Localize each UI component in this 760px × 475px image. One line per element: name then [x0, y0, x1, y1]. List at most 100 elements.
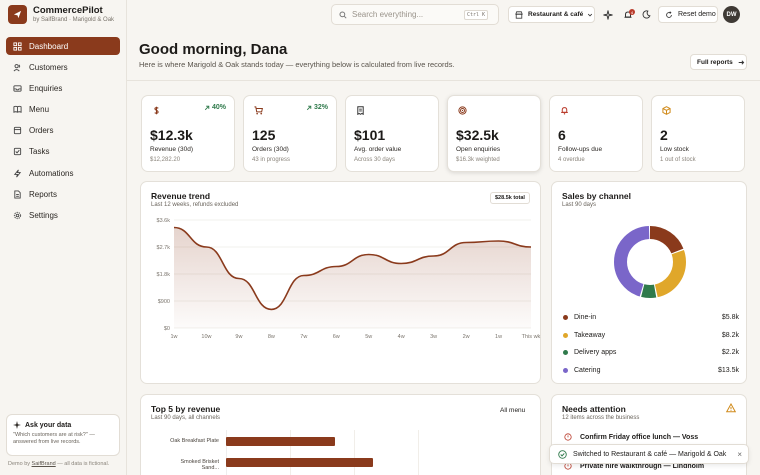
reset-demo-button[interactable]: Reset demo	[658, 6, 718, 23]
notification-badge: 4	[629, 9, 635, 15]
footnote-suffix: — all data is fictional.	[55, 461, 110, 467]
x-tick-label: 9w	[235, 334, 242, 340]
sidebar-item-enquiries[interactable]: Enquiries	[6, 79, 120, 97]
kpi-card-orders[interactable]: 32% 125 Orders (30d) 43 in progress	[243, 95, 337, 172]
sidebar-item-customers[interactable]: Customers	[6, 58, 120, 76]
zap-icon	[13, 169, 22, 178]
sales-by-channel-panel: Sales by channel Last 90 days Dine-in $5…	[551, 181, 747, 384]
bar	[226, 458, 373, 467]
donut-slice	[614, 226, 686, 298]
x-tick-label: 7w	[300, 334, 307, 340]
page-title: Good morning, Dana	[139, 41, 288, 58]
ai-assist-button[interactable]	[599, 6, 616, 23]
topbar: Ctrl K Restaurant & café 4 Reset demo DW	[127, 0, 760, 30]
panel-subtitle: Last 90 days, all channels	[151, 415, 221, 421]
attention-item-label: Private hire walkthrough — Lindholm	[580, 462, 705, 470]
sidebar-item-menu[interactable]: Menu	[6, 101, 120, 119]
sidebar-item-label: Customers	[29, 62, 68, 72]
kpi-sub: 43 in progress	[252, 157, 291, 163]
bar-axis	[226, 430, 227, 475]
kpi-card-avg-order[interactable]: $101 Avg. order value Across 30 days	[345, 95, 439, 172]
close-icon[interactable]: ×	[737, 450, 742, 459]
kpi-value: 2	[660, 127, 668, 143]
sidebar-item-reports[interactable]: Reports	[6, 185, 120, 203]
kpi-sub: 1 out of stock	[660, 157, 696, 163]
sidebar-item-orders[interactable]: Orders	[6, 122, 120, 140]
donut-slice	[614, 226, 686, 298]
legend-value: $8.2k	[721, 331, 739, 339]
file-icon	[14, 190, 21, 199]
brand[interactable]: CommercePilot by SaifBrand · Marigold & …	[8, 5, 114, 24]
kpi-label: Revenue (30d)	[150, 146, 193, 153]
sidebar-item-tasks[interactable]: Tasks	[6, 143, 120, 161]
sidebar-item-label: Dashboard	[29, 41, 69, 51]
kpi-delta-value: 32%	[313, 104, 328, 111]
business-switcher[interactable]: Restaurant & café	[508, 6, 595, 23]
all-menu-link[interactable]: All menu	[500, 407, 526, 414]
business-name: Restaurant & café	[528, 11, 584, 18]
x-tick-label: 2w	[463, 334, 470, 340]
panel-subtitle: Last 90 days	[562, 202, 597, 208]
kpi-sub: $16.3k weighted	[456, 157, 500, 163]
full-reports-button[interactable]: Full reports	[690, 54, 747, 70]
saifbrand-link[interactable]: SaifBrand	[31, 461, 56, 467]
target-icon	[458, 106, 467, 115]
legend-item: Delivery apps $2.2k	[563, 346, 739, 358]
theme-toggle-button[interactable]	[638, 6, 655, 23]
kpi-card-enquiries[interactable]: $32.5k Open enquiries $16.3k weighted	[447, 95, 541, 172]
page-subtitle: Here is where Marigold & Oak stands toda…	[139, 60, 455, 69]
legend-value: $2.2k	[721, 348, 739, 356]
panel-title: Top 5 by revenue	[151, 404, 221, 414]
kpi-card-revenue[interactable]: 40% $12.3k Revenue (30d) $12,282.20	[141, 95, 235, 172]
panel-title: Sales by channel	[562, 191, 631, 201]
trend-up-icon	[204, 105, 210, 110]
sidebar-item-automations[interactable]: Automations	[6, 164, 120, 182]
x-tick-label: 10w	[201, 334, 211, 340]
sparkle-icon	[602, 9, 613, 20]
store-icon	[515, 10, 523, 19]
sidebar-item-label: Enquiries	[29, 83, 63, 93]
sidebar-item-label: Tasks	[29, 147, 50, 157]
kpi-card-followups[interactable]: 6 Follow-ups due 4 overdue	[549, 95, 643, 172]
kpi-label: Follow-ups due	[558, 146, 603, 153]
sidebar-nav: Dashboard Customers Enquiries Menu Order…	[6, 37, 120, 228]
ask-body: "Which customers are at risk?" — answere…	[13, 432, 95, 445]
kpi-value: $12.3k	[150, 127, 193, 143]
legend-label: Catering	[574, 366, 601, 374]
bar-label: Smoked Brisket Sand...	[180, 459, 219, 471]
kpi-card-low-stock[interactable]: 2 Low stock 1 out of stock	[651, 95, 745, 172]
book-icon	[13, 105, 22, 113]
brand-logo-icon	[8, 5, 27, 24]
sidebar-item-settings[interactable]: Settings	[6, 207, 120, 225]
ask-your-data-card[interactable]: Ask your data "Which customers are at ri…	[6, 414, 120, 456]
sidebar-item-label: Orders	[29, 126, 54, 136]
warning-icon	[726, 403, 736, 413]
x-tick-label: 3w	[430, 334, 437, 340]
legend-label: Dine-in	[574, 313, 597, 321]
panel-title: Needs attention	[562, 404, 626, 414]
legend-swatch	[563, 314, 568, 320]
sidebar-item-dashboard[interactable]: Dashboard	[6, 37, 120, 55]
top5-panel: Top 5 by revenue Last 90 days, all chann…	[140, 394, 541, 475]
checklist-icon	[13, 148, 22, 156]
search-input[interactable]	[352, 10, 464, 19]
kpi-sub: $12,282.20	[150, 157, 181, 163]
bell-icon	[561, 107, 568, 115]
users-icon	[13, 63, 21, 72]
search-icon	[339, 10, 347, 19]
kpi-label: Orders (30d)	[252, 146, 289, 153]
notifications-button[interactable]: 4	[619, 6, 636, 23]
search-box[interactable]: Ctrl K	[331, 4, 499, 25]
package-icon	[662, 106, 671, 115]
brand-name: CommercePilot	[33, 5, 103, 16]
attention-item[interactable]: Confirm Friday office lunch — Voss	[564, 433, 698, 441]
gridline	[354, 430, 355, 475]
kpi-sub: Across 30 days	[354, 157, 396, 163]
sidebar-item-label: Reports	[29, 189, 58, 199]
sidebar: CommercePilot by SaifBrand · Marigold & …	[0, 0, 127, 475]
kpi-label: Avg. order value	[354, 146, 402, 153]
x-tick-label: 6w	[333, 334, 340, 340]
avatar[interactable]: DW	[723, 6, 740, 23]
check-circle-icon	[558, 449, 567, 459]
